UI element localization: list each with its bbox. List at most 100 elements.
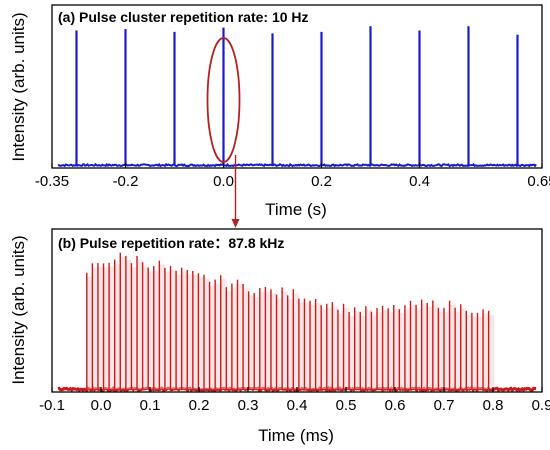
panel-b-pulse-fill	[399, 313, 405, 390]
panel-b-pulse-fill	[209, 285, 216, 390]
panel-b-x-tick-label: 0.7	[434, 397, 455, 414]
panel-a-plot	[57, 26, 537, 168]
panel-a-x-tick-label: 0.0	[213, 173, 234, 190]
panel-a-y-axis-title: Intensity (arb. units)	[9, 12, 28, 161]
panel-b-pulse-fill	[282, 291, 288, 390]
panel-a-annotation	[206, 37, 241, 228]
panel-b: (b) Pulse repetition rate：87.8 kHz -0.1 0…	[9, 228, 550, 445]
panel-b-y-axis-title: Intensity (arb. units)	[9, 235, 28, 384]
panel-a-x-tick-label: -0.2	[113, 173, 139, 190]
panel-b-pulse-fill	[198, 277, 204, 390]
panel-b-pulse-fill	[377, 312, 383, 390]
panel-a: (a) Pulse cluster repetition rate: 10 Hz…	[9, 4, 550, 228]
panel-b-pulse-fill	[438, 311, 444, 390]
panel-b-pulse-fill	[326, 307, 333, 390]
panel-b-plot	[57, 252, 537, 393]
panel-b-pulse-fill	[343, 307, 350, 390]
panel-b-pulse-fill	[181, 271, 188, 390]
panel-b-pulse-fill	[315, 303, 322, 390]
panel-b-pulse-fill	[248, 295, 255, 390]
panel-b-pulse-fill	[310, 304, 316, 390]
panel-b-pulse-fill	[293, 293, 299, 390]
panel-b-pulse-fill	[332, 306, 338, 390]
panel-b-pulse-fill	[226, 291, 232, 390]
panel-b-pulse-fill	[382, 309, 389, 390]
panel-a-baseline	[57, 162, 537, 168]
panel-b-pulse-fill	[477, 316, 484, 390]
panel-b-pulse-fill	[243, 287, 249, 390]
panel-b-pulse-fill	[215, 283, 221, 390]
panel-a-x-ticks: -0.35 -0.2 0.0 0.2 0.4 0.65	[35, 163, 550, 190]
panel-b-x-tick-label: 0.8	[483, 397, 504, 414]
panel-b-pulse-fill	[237, 283, 244, 390]
panel-b-pulse-fill	[455, 311, 461, 390]
panel-b-pulse-fill	[483, 313, 489, 390]
panel-b-pulse-fill	[337, 313, 344, 390]
panel-b-pulse-fill	[365, 310, 372, 390]
panel-b-pulse-fill	[265, 290, 271, 390]
panel-b-pulse-fill	[137, 259, 143, 390]
panel-b-x-tick-label: 0.2	[189, 397, 210, 414]
panel-b-pulse-fill	[421, 303, 428, 390]
panel-b-x-tick-label: 0.3	[238, 397, 259, 414]
panel-b-x-tick-label: 0.5	[336, 397, 357, 414]
panel-b-pulse-fill	[471, 316, 478, 390]
panel-b-pulse-fill	[287, 299, 294, 390]
panel-b-x-tick-label: 0.0	[91, 397, 112, 414]
panel-b-pulse-fill	[103, 267, 110, 390]
panel-b-pulse-fill	[349, 315, 355, 390]
panel-b-pulse-fill	[388, 312, 394, 390]
panel-b-pulse-fill	[86, 276, 93, 390]
panel-b-pulse-fill	[304, 302, 311, 390]
panel-b-pulse-fill	[164, 271, 171, 390]
panel-b-x-tick-label: 0.1	[140, 397, 161, 414]
panel-b-pulse-fill	[360, 315, 366, 390]
panel-b-pulse-fill	[466, 314, 472, 390]
panel-b-x-tick-label: 0.4	[287, 397, 308, 414]
panel-b-pulse-fill	[203, 278, 210, 390]
panel-b-pulse-fill	[97, 267, 104, 390]
panel-b-pulse-fill	[109, 266, 115, 390]
panel-b-pulse-fill	[220, 279, 227, 390]
panel-b-pulse-fill	[460, 308, 467, 390]
panel-b-pulse-fill	[393, 309, 400, 390]
panel-b-pulse-fill	[449, 304, 456, 390]
panel-b-pulse-fill	[254, 297, 260, 390]
panel-b-x-tick-label: -0.1	[39, 397, 65, 414]
panel-a-frame	[51, 4, 543, 169]
panel-a-x-tick-label: -0.35	[35, 173, 69, 190]
panel-b-pulse-fill	[231, 287, 238, 390]
panel-b-pulse-fill	[321, 309, 327, 390]
panel-b-pulse-fill	[404, 309, 411, 390]
panel-b-pulse-fill	[432, 304, 439, 390]
panel-a-x-tick-label: 0.4	[409, 173, 430, 190]
panel-b-pulse-fill	[114, 263, 121, 390]
panel-b-pulse-fill	[148, 271, 154, 390]
panel-a-x-axis-title: Time (s)	[265, 200, 327, 219]
panel-b-pulse-fill	[142, 266, 149, 390]
panel-b-pulse-fill	[92, 267, 98, 390]
highlight-ellipse	[206, 37, 241, 163]
panel-b-x-tick-label: 0.6	[385, 397, 406, 414]
panel-b-x-axis-title: Time (ms)	[258, 426, 334, 445]
panel-b-pulse-fill	[276, 298, 283, 390]
panel-b-pulse-fill	[131, 267, 138, 390]
panel-b-pulse-fill	[153, 270, 160, 390]
panel-b-pulse-fill	[354, 311, 361, 390]
panel-b-pulse-fill	[125, 259, 132, 390]
panel-b-x-ticks: -0.1 0.0 0.1 0.2 0.3 0.4 0.5 0.6 0.7 0.8 0.9	[39, 387, 550, 414]
panel-b-pulse-fill	[192, 274, 199, 390]
panel-a-x-tick-label: 0.2	[311, 173, 332, 190]
panel-b-pulse-fill	[259, 291, 266, 390]
panel-b-title: (b) Pulse repetition rate：87.8 kHz	[58, 235, 284, 251]
panel-b-pulse-fill	[170, 269, 177, 390]
panel-b-pulse-fill	[427, 306, 433, 390]
panel-a-title: (a) Pulse cluster repetition rate: 10 Hz	[58, 9, 309, 25]
panel-b-pulse-fill	[176, 274, 182, 390]
panel-b-pulse-fill	[187, 274, 193, 390]
panel-b-pulse-fill	[443, 311, 450, 390]
panel-b-x-tick-label: 0.9	[532, 397, 550, 414]
panel-b-pulse-fill	[416, 308, 422, 390]
panel-b-pulse-fill	[371, 315, 378, 390]
